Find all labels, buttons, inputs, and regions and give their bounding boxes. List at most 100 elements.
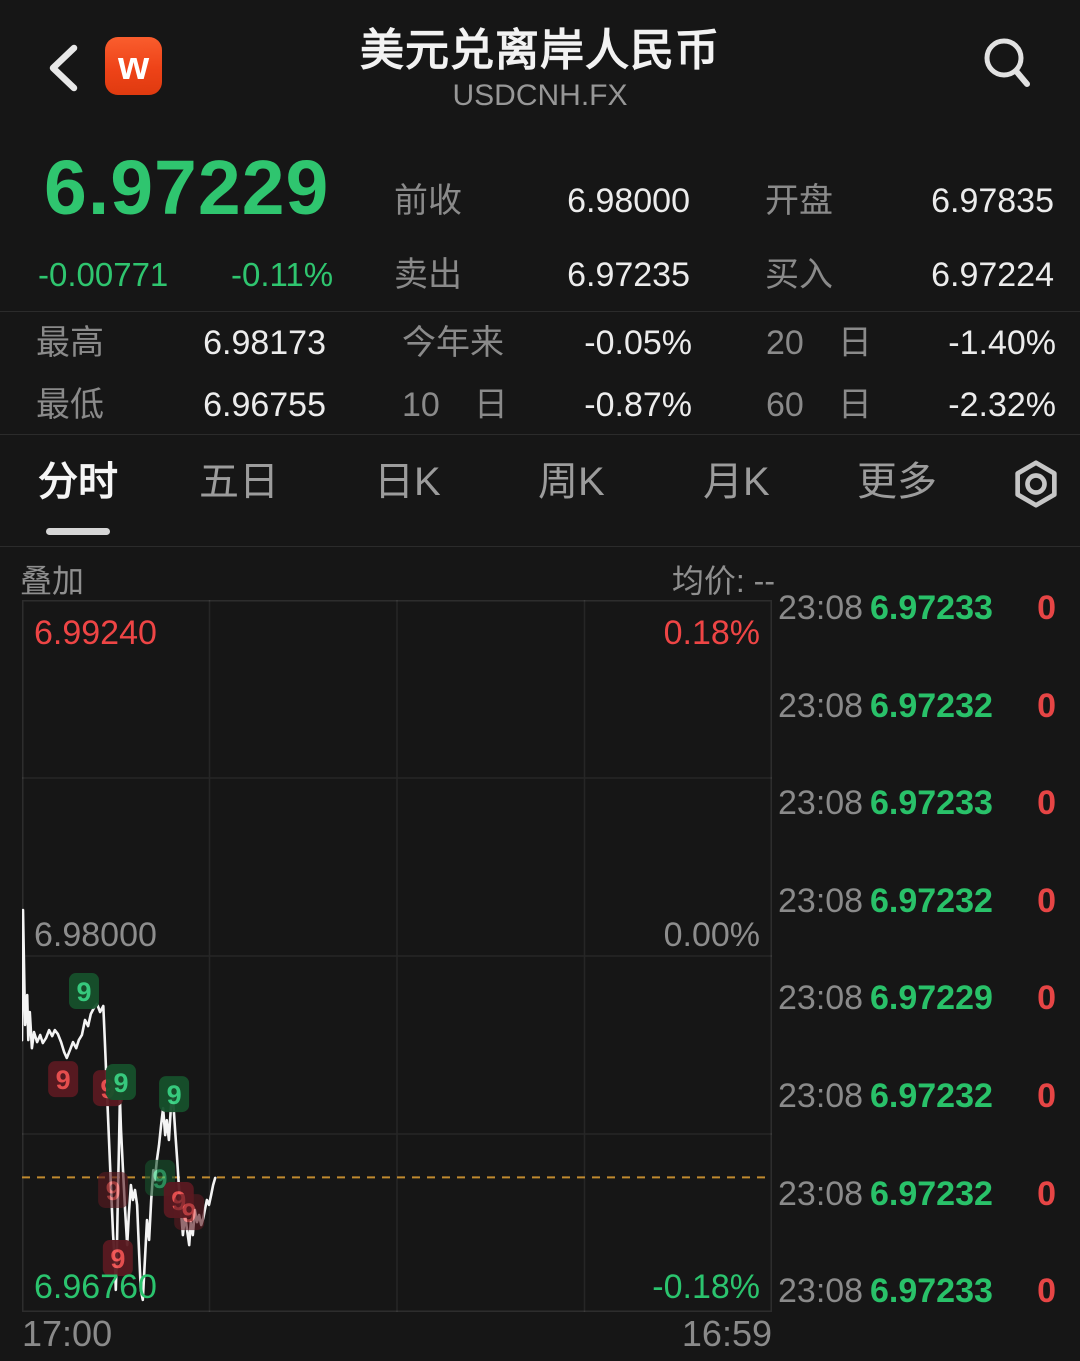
chart-canvas[interactable]: 9999999999 xyxy=(22,600,772,1312)
tick-time: 23:08 xyxy=(778,1077,864,1115)
stat-value: 6.97835 xyxy=(931,182,1054,220)
tick-row: 23:08 6.97232 0 xyxy=(778,686,1058,726)
chart-low-pct-label: -0.18% xyxy=(652,1268,760,1306)
tick-row: 23:08 6.97233 0 xyxy=(778,588,1058,628)
average-price-label: 均价: -- xyxy=(671,563,775,599)
tick-volume: 0 xyxy=(1037,1272,1056,1311)
stat-ytd: 今年来 -0.05% xyxy=(402,326,692,360)
tick-price: 6.97229 xyxy=(870,979,993,1018)
signal-badge-green: 9 xyxy=(68,973,99,1010)
intraday-chart[interactable]: 9999999999 6.99240 0.18% 6.98000 0.00% 6… xyxy=(22,600,772,1312)
chart-settings-button[interactable] xyxy=(1008,456,1064,512)
time-axis: 17:00 16:59 xyxy=(22,1316,772,1352)
tab-daily-k[interactable]: 日K xyxy=(374,460,441,504)
stat-low: 最低 6.96755 xyxy=(36,388,326,422)
tab-intraday[interactable]: 分时 xyxy=(38,460,118,504)
stat-value: -1.40% xyxy=(948,324,1056,362)
wind-logo: w xyxy=(105,37,162,95)
stat-label: 前收 xyxy=(394,182,462,220)
svg-text:9: 9 xyxy=(106,1176,121,1206)
tick-row: 23:08 6.97233 0 xyxy=(778,1271,1058,1311)
stat-label: 最低 xyxy=(36,386,104,424)
price-change-pct: -0.11% xyxy=(231,256,334,293)
stat-60day: 60 日 -2.32% xyxy=(766,388,1056,422)
tick-time: 23:08 xyxy=(778,979,864,1018)
tick-volume: 0 xyxy=(1037,686,1056,725)
back-button[interactable] xyxy=(38,36,90,100)
stat-label: 20 日 xyxy=(766,324,872,362)
tick-price: 6.97232 xyxy=(870,1077,993,1115)
tick-price: 6.97232 xyxy=(870,686,993,725)
tick-volume: 0 xyxy=(1037,881,1056,920)
tick-price: 6.97232 xyxy=(870,1174,993,1213)
search-button[interactable] xyxy=(973,28,1045,100)
tick-row: 23:08 6.97233 0 xyxy=(778,783,1058,823)
tick-row: 23:08 6.97229 0 xyxy=(778,978,1058,1018)
tick-time: 23:08 xyxy=(778,589,864,627)
stat-label: 10 日 xyxy=(402,386,508,424)
stat-label: 买入 xyxy=(765,256,833,294)
tick-time: 23:08 xyxy=(778,784,864,823)
stat-20day: 20 日 -1.40% xyxy=(766,326,1056,360)
svg-text:9: 9 xyxy=(110,1244,125,1274)
chart-high-price-label: 6.99240 xyxy=(34,614,157,652)
tab-more[interactable]: 更多 xyxy=(857,460,937,504)
tab-monthly-k[interactable]: 月K xyxy=(703,460,770,504)
back-chevron-icon xyxy=(38,44,90,104)
tick-row: 23:08 6.97232 0 xyxy=(778,1174,1058,1214)
tab-5day[interactable]: 五日 xyxy=(199,460,279,504)
stat-value: -0.05% xyxy=(584,324,692,362)
axis-end-time: 16:59 xyxy=(681,1313,772,1354)
divider xyxy=(0,434,1080,435)
stat-label: 开盘 xyxy=(765,182,833,220)
stat-label: 今年来 xyxy=(402,324,504,362)
stat-10day: 10 日 -0.87% xyxy=(402,388,692,422)
signal-badge-red: 9 xyxy=(174,1194,205,1231)
stat-label: 最高 xyxy=(36,324,104,362)
overlay-button[interactable]: 叠加 xyxy=(20,563,85,599)
chart-mid-pct-label: 0.00% xyxy=(663,916,760,954)
svg-text:9: 9 xyxy=(76,977,91,1007)
signal-badge-green: 9 xyxy=(159,1076,190,1113)
signal-badge-red: 9 xyxy=(98,1171,129,1208)
price-change: -0.00771 xyxy=(38,256,169,293)
stat-value: -0.87% xyxy=(584,386,692,424)
svg-text:9: 9 xyxy=(167,1080,182,1110)
stat-value: 6.96755 xyxy=(203,386,326,424)
tick-row: 23:08 6.97232 0 xyxy=(778,1076,1058,1116)
signal-badge-red: 9 xyxy=(48,1061,79,1098)
stat-open: 开盘 6.97835 xyxy=(765,184,1054,218)
tick-time: 23:08 xyxy=(778,1174,864,1213)
symbol-code: USDCNH.FX xyxy=(452,79,628,112)
stat-prev-close: 前收 6.98000 xyxy=(394,184,690,218)
stat-value: 6.97224 xyxy=(931,256,1054,294)
stat-label: 卖出 xyxy=(394,256,462,294)
signal-badge-green: 9 xyxy=(105,1064,136,1101)
axis-start-time: 17:00 xyxy=(22,1313,113,1354)
tick-list[interactable]: 23:08 6.97233 0 23:08 6.97232 0 23:08 6.97233 0 2… xyxy=(778,588,1058,1361)
search-icon xyxy=(973,38,1045,104)
stat-value: 6.98000 xyxy=(567,182,690,220)
stat-high: 最高 6.98173 xyxy=(36,326,326,360)
chart-low-price-label: 6.96760 xyxy=(34,1268,157,1306)
tick-time: 23:08 xyxy=(778,686,864,725)
tick-price: 6.97233 xyxy=(870,1272,993,1311)
signal-badge-red: 9 xyxy=(102,1240,133,1277)
settings-hexagon-icon xyxy=(1008,460,1064,516)
tick-price: 6.97233 xyxy=(870,784,993,823)
page-title: 美元兑离岸人民币 xyxy=(360,26,720,75)
stat-bid: 买入 6.97224 xyxy=(765,258,1054,292)
stat-value: 6.98173 xyxy=(203,324,326,362)
tick-volume: 0 xyxy=(1037,1077,1056,1115)
svg-text:9: 9 xyxy=(153,1164,168,1194)
tick-volume: 0 xyxy=(1037,784,1056,823)
chart-mid-price-label: 6.98000 xyxy=(34,916,157,954)
stat-value: -2.32% xyxy=(948,386,1056,424)
divider xyxy=(0,311,1080,312)
tick-price: 6.97233 xyxy=(870,589,993,627)
tab-weekly-k[interactable]: 周K xyxy=(538,460,605,504)
stat-ask: 卖出 6.97235 xyxy=(394,258,690,292)
svg-text:9: 9 xyxy=(113,1068,128,1098)
tick-volume: 0 xyxy=(1037,1174,1056,1213)
stat-label: 60 日 xyxy=(766,386,872,424)
